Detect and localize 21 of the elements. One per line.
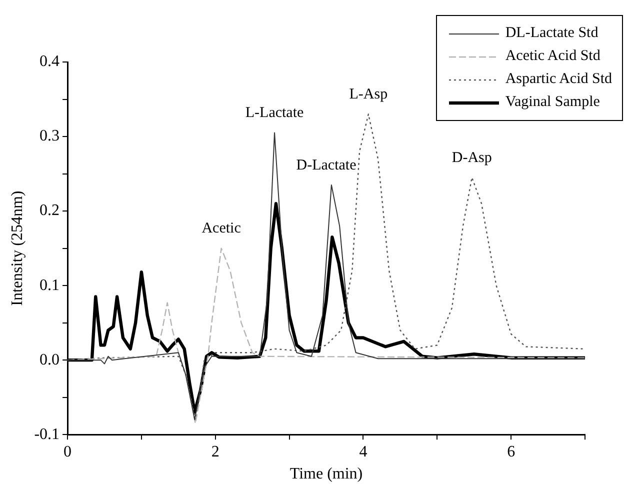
annotation: L-Lactate xyxy=(245,105,304,122)
annotation: L-Asp xyxy=(349,86,388,103)
legend-label: Vaginal Sample xyxy=(505,94,600,111)
annotation: D-Lactate xyxy=(296,157,357,174)
y-tick-label: 0.4 xyxy=(40,53,60,70)
x-tick-label: 2 xyxy=(211,443,220,460)
x-tick-label: 0 xyxy=(64,443,72,460)
y-tick-label: 0.3 xyxy=(40,128,60,145)
x-tick-label: 4 xyxy=(359,443,368,460)
x-axis-title: Time (min) xyxy=(290,466,363,483)
y-tick-label: 0.2 xyxy=(40,202,60,220)
annotation: Acetic xyxy=(202,220,242,237)
y-axis-title: Intensity (254nm) xyxy=(8,190,26,306)
annotation: D-Asp xyxy=(452,150,492,166)
y-tick-label: 0.0 xyxy=(40,351,60,368)
y-tick-label: -0.1 xyxy=(34,426,60,443)
y-tick-label: 0.1 xyxy=(40,276,60,294)
x-tick-label: 6 xyxy=(507,443,516,460)
legend-label: Aspartic Acid Std xyxy=(505,71,612,88)
legend-label: DL-Lactate Std xyxy=(505,25,598,42)
legend-label: Acetic Acid Std xyxy=(505,48,600,65)
